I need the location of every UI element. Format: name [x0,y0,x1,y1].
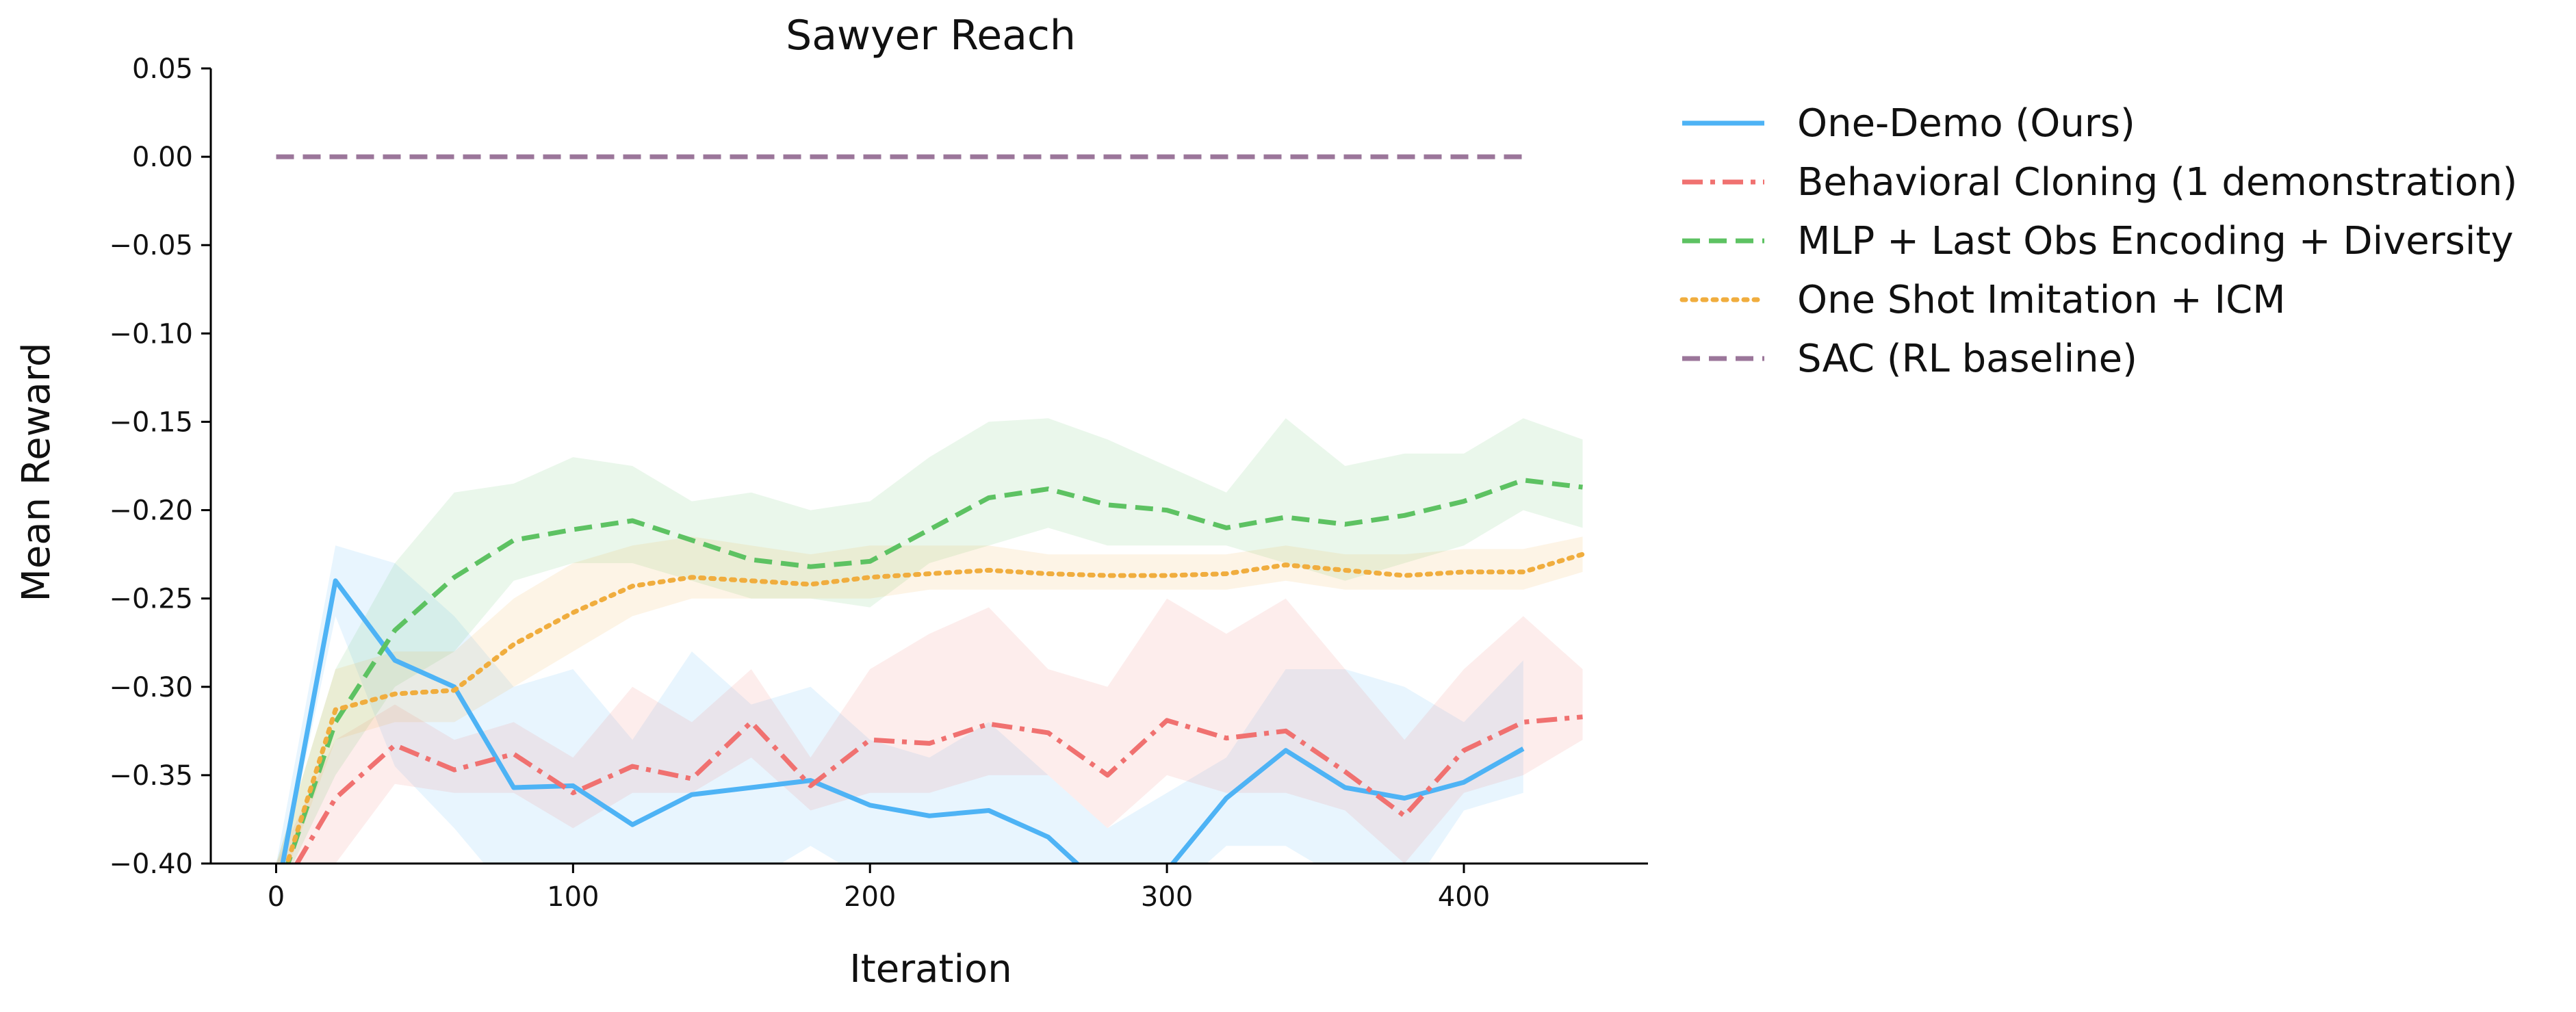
y-tick-label: −0.15 [109,406,193,438]
legend-label-1: One-Demo (Ours) [1797,101,2135,146]
x-tick-label: 200 [844,881,896,913]
y-tick-label: 0.00 [132,142,193,173]
y-axis-label: Mean Reward [14,343,59,602]
confidence-bands [276,418,1583,864]
y-tick-label: −0.10 [109,318,193,350]
x-axis-label: Iteration [849,947,1012,991]
legend-label-5: SAC (RL baseline) [1797,337,2137,381]
legend-label-3: MLP + Last Obs Encoding + Diversity [1797,219,2514,263]
axes [209,68,1648,865]
series-line-4 [285,552,1585,864]
y-tick-label: −0.20 [109,495,193,527]
legend: One-Demo (Ours) Behavioral Cloning (1 dem… [1679,101,2517,381]
series-line-2 [294,714,1583,864]
y-tick-label: −0.30 [109,672,193,703]
series-band-3 [276,418,1583,864]
y-tick-label: −0.05 [109,230,193,261]
y-tick-label: 0.05 [132,53,193,85]
x-tick-label: 100 [547,881,599,913]
x-tick-label: 300 [1141,881,1193,913]
legend-label-2: Behavioral Cloning (1 demonstration) [1797,160,2517,205]
y-tick-label: −0.35 [109,760,193,792]
series-line-1 [280,578,1525,864]
series-band-2 [276,598,1583,864]
y-tick-label: −0.25 [109,584,193,615]
chart-title: Sawyer Reach [786,12,1076,60]
x-tick-label: 0 [268,881,285,913]
series-band-4 [276,536,1583,864]
ticks: 0 100 200 300 400 0.05 0.00 −0.05 −0.10 −0.15 −0.2… [109,53,1490,913]
x-tick-label: 400 [1438,881,1490,913]
legend-label-4: One Shot Imitation + ICM [1797,278,2286,322]
y-tick-label: −0.40 [109,848,193,880]
series-lines [276,154,1585,864]
